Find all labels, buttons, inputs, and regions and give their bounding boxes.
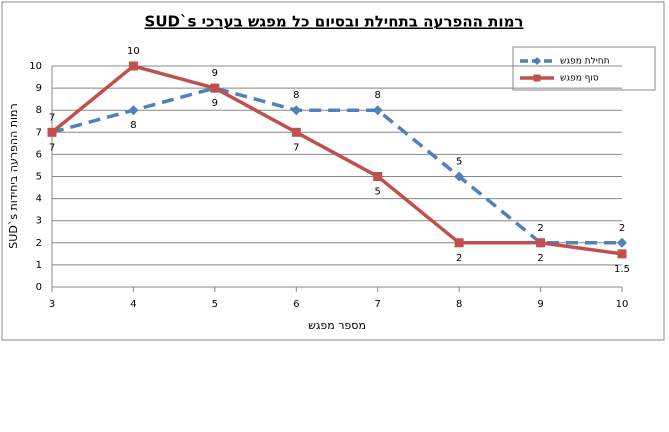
y-tick-label: 6 (36, 149, 42, 160)
y-axis-label: רמות ההפרעה ביחידות SUD`s (7, 103, 20, 248)
legend-marker (533, 74, 541, 82)
data-label: 5 (375, 187, 381, 198)
point (47, 127, 57, 137)
y-tick-label: 10 (29, 61, 42, 72)
data-label: 7 (49, 142, 55, 153)
x-tick-label: 9 (537, 299, 543, 310)
point (372, 105, 383, 116)
legend-marker (533, 57, 541, 65)
data-label: 10 (127, 46, 140, 57)
data-label: 2 (537, 253, 543, 264)
legend-label: תחילת מפגש (560, 57, 610, 67)
legend-label: סוף מפגש (560, 74, 599, 84)
y-tick-label: 8 (36, 105, 42, 116)
data-label: 5 (456, 157, 462, 168)
y-tick-label: 0 (36, 282, 42, 293)
x-axis-label: מספר מפגש (308, 319, 366, 332)
point (536, 238, 546, 248)
y-tick-label: 1 (36, 260, 42, 271)
x-tick-label: 7 (375, 299, 381, 310)
point (454, 171, 465, 182)
point (210, 83, 220, 93)
chart-title: רמות ההפרעה בתחילת ובסיום כל מפגש בערכי … (145, 13, 524, 31)
x-tick-label: 8 (456, 299, 462, 310)
x-tick-label: 4 (130, 299, 136, 310)
point (291, 105, 302, 116)
data-label: 7 (293, 142, 299, 153)
point (128, 105, 139, 116)
data-label: 8 (375, 90, 381, 101)
y-tick-label: 4 (36, 194, 42, 205)
point (291, 127, 301, 137)
point (617, 237, 627, 248)
point (617, 249, 627, 259)
data-label: 2 (619, 223, 625, 234)
y-tick-label: 2 (36, 238, 42, 249)
series-line (51, 86, 622, 245)
data-label: 8 (293, 90, 299, 101)
x-tick-label: 5 (212, 299, 218, 310)
y-tick-label: 9 (36, 83, 42, 94)
point (128, 61, 138, 71)
data-label: 2 (537, 223, 543, 234)
x-tick-label: 3 (49, 299, 55, 310)
series-line (50, 64, 623, 256)
y-tick-label: 7 (36, 127, 42, 138)
legend-box (512, 46, 656, 91)
x-tick-label: 10 (616, 299, 629, 310)
data-label: 2 (456, 253, 462, 264)
data-label: 9 (212, 98, 218, 109)
data-label: 9 (212, 68, 218, 79)
point (454, 238, 464, 248)
data-label: 7 (49, 112, 55, 123)
point (373, 172, 383, 181)
data-label: 8 (130, 120, 136, 131)
y-tick-label: 3 (36, 216, 42, 227)
x-tick-label: 6 (293, 299, 299, 310)
y-tick-label: 5 (36, 172, 42, 183)
data-label: 1.5 (614, 264, 630, 275)
